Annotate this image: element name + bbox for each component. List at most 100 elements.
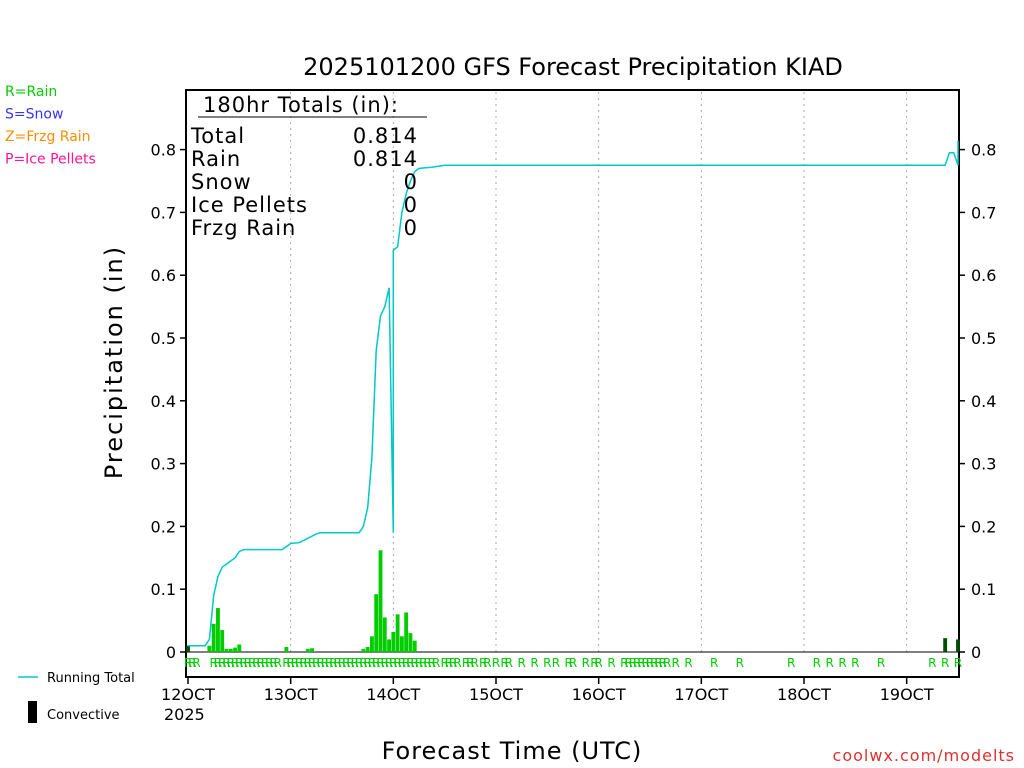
ptype-marker: R [235, 656, 243, 670]
y-tick-label-right: 0.5 [971, 329, 996, 348]
y-tick-label-right: 0.4 [971, 392, 996, 411]
ptype-marker: R [252, 656, 260, 670]
ptype-marker: R [941, 656, 949, 670]
y-axis-left: 0 0.1 0.2 0.3 0.4 0.5 0.6 0.7 0.8 [151, 141, 186, 662]
ptype-marker: R [659, 656, 667, 670]
chart-title: 2025101200 GFS Forecast Precipitation KI… [303, 53, 843, 81]
ptype-marker: R [445, 656, 453, 670]
year-label: 2025 [164, 705, 205, 724]
y-tick-label-left: 0.8 [151, 141, 176, 160]
precip-bar [404, 612, 409, 652]
ptype-marker: R [787, 656, 795, 670]
ptype-legend-item: R=Rain [5, 84, 57, 100]
y-tick-label-right: 0 [971, 643, 981, 662]
ptype-marker: R [334, 656, 342, 670]
ptype-marker: R [286, 656, 294, 670]
ptype-marker: R [346, 656, 354, 670]
precip-bar [284, 646, 289, 652]
precip-bar [370, 636, 374, 652]
x-tick-label: 12OCT [161, 685, 215, 704]
ptype-marker: R [372, 656, 380, 670]
convective-legend-label: Convective [47, 708, 120, 723]
ptype-marker: R [594, 656, 602, 670]
ptype-marker: R [368, 656, 376, 670]
gridlines [290, 92, 908, 652]
totals-row-value: 0 [404, 216, 418, 240]
ptype-legend-item: Z=Frzg Rain [5, 129, 91, 145]
x-tick-label: 19OCT [880, 685, 934, 704]
y-tick-label-left: 0.5 [151, 329, 176, 348]
ptype-marker: R [432, 656, 440, 670]
ptype-marker: R [342, 656, 350, 670]
ptype-marker: R [736, 656, 744, 670]
ptype-marker: R [265, 656, 273, 670]
ptype-marker: R [466, 656, 474, 670]
precip-bar [216, 608, 220, 652]
totals-row-label: Total [190, 124, 245, 148]
ptype-marker: R [642, 656, 650, 670]
ptype-marker: R [479, 656, 487, 670]
totals-row-value: 0.814 [353, 124, 418, 148]
ptype-marker: R [376, 656, 384, 670]
precip-bar [408, 633, 413, 652]
ptype-marker: R [419, 656, 427, 670]
ptype-marker: R [299, 656, 307, 670]
precip-bar [207, 645, 212, 652]
x-tick-label: 14OCT [366, 685, 420, 704]
totals-row-value: 0 [404, 193, 418, 217]
totals-row-label: Frzg Rain [191, 216, 296, 240]
precip-bar [395, 614, 400, 652]
ptype-marker: R [355, 656, 363, 670]
precip-bar [224, 648, 229, 652]
ptype-marker: R [338, 656, 346, 670]
running-total-legend-label: Running Total [47, 671, 135, 686]
ptype-marker: R [552, 656, 560, 670]
ptype-marker: R [646, 656, 654, 670]
ptype-marker: R [671, 656, 679, 670]
precip-bar [233, 647, 237, 652]
precip-bar [378, 550, 383, 652]
ptype-marker: R [629, 656, 637, 670]
ptype-marker: R [415, 656, 423, 670]
ptype-marker: R [423, 656, 431, 670]
ptype-marker: R [650, 656, 658, 670]
x-tick-label: 15OCT [469, 685, 523, 704]
totals-header: 180hr Totals (in): [203, 93, 399, 117]
ptype-marker: R [530, 656, 538, 670]
ptype-marker: R [329, 656, 337, 670]
x-axis: 12OCT 13OCT 14OCT 15OCT 16OCT 17OCT 18OCT 19OCT [161, 677, 934, 704]
ptype-marker: R [543, 656, 551, 670]
ptype-legend-item: P=Ice Pellets [5, 152, 96, 168]
ptype-marker: R [321, 656, 329, 670]
ptype-marker: R [710, 656, 718, 670]
ptype-marker: R [654, 656, 662, 670]
precip-bar [220, 630, 225, 652]
ptype-marker: R [231, 656, 239, 670]
precip-bar [387, 639, 391, 652]
ptype-marker: R [218, 656, 226, 670]
ptype-marker: R [637, 656, 645, 670]
y-tick-label-left: 0.3 [151, 455, 176, 474]
ptype-marker: R [500, 656, 508, 670]
y-tick-label-left: 0.1 [151, 580, 176, 599]
ptype-marker: R [304, 656, 312, 670]
y-tick-label-left: 0.7 [151, 203, 176, 222]
ptype-marker: R [291, 656, 299, 670]
ptype-marker: R [825, 656, 833, 670]
ptype-marker: R [192, 656, 200, 670]
ptype-legend: R=Rain S=Snow Z=Frzg Rain P=Ice Pellets [5, 84, 96, 168]
ptype-marker: R [295, 656, 303, 670]
precip-bar [361, 648, 366, 652]
ptype-marker: R [385, 656, 393, 670]
x-tick-label: 13OCT [264, 685, 318, 704]
ptype-marker: R [214, 656, 222, 670]
ptype-marker: R [209, 656, 217, 670]
totals-row-value: 0 [404, 170, 418, 194]
ptype-marker: R [453, 656, 461, 670]
ptype-marker: R [222, 656, 230, 670]
ptype-marker: R [312, 656, 320, 670]
ptype-marker: R [462, 656, 470, 670]
x-axis-label: Forecast Time (UTC) [382, 737, 643, 765]
ptype-legend-item: S=Snow [5, 107, 63, 123]
